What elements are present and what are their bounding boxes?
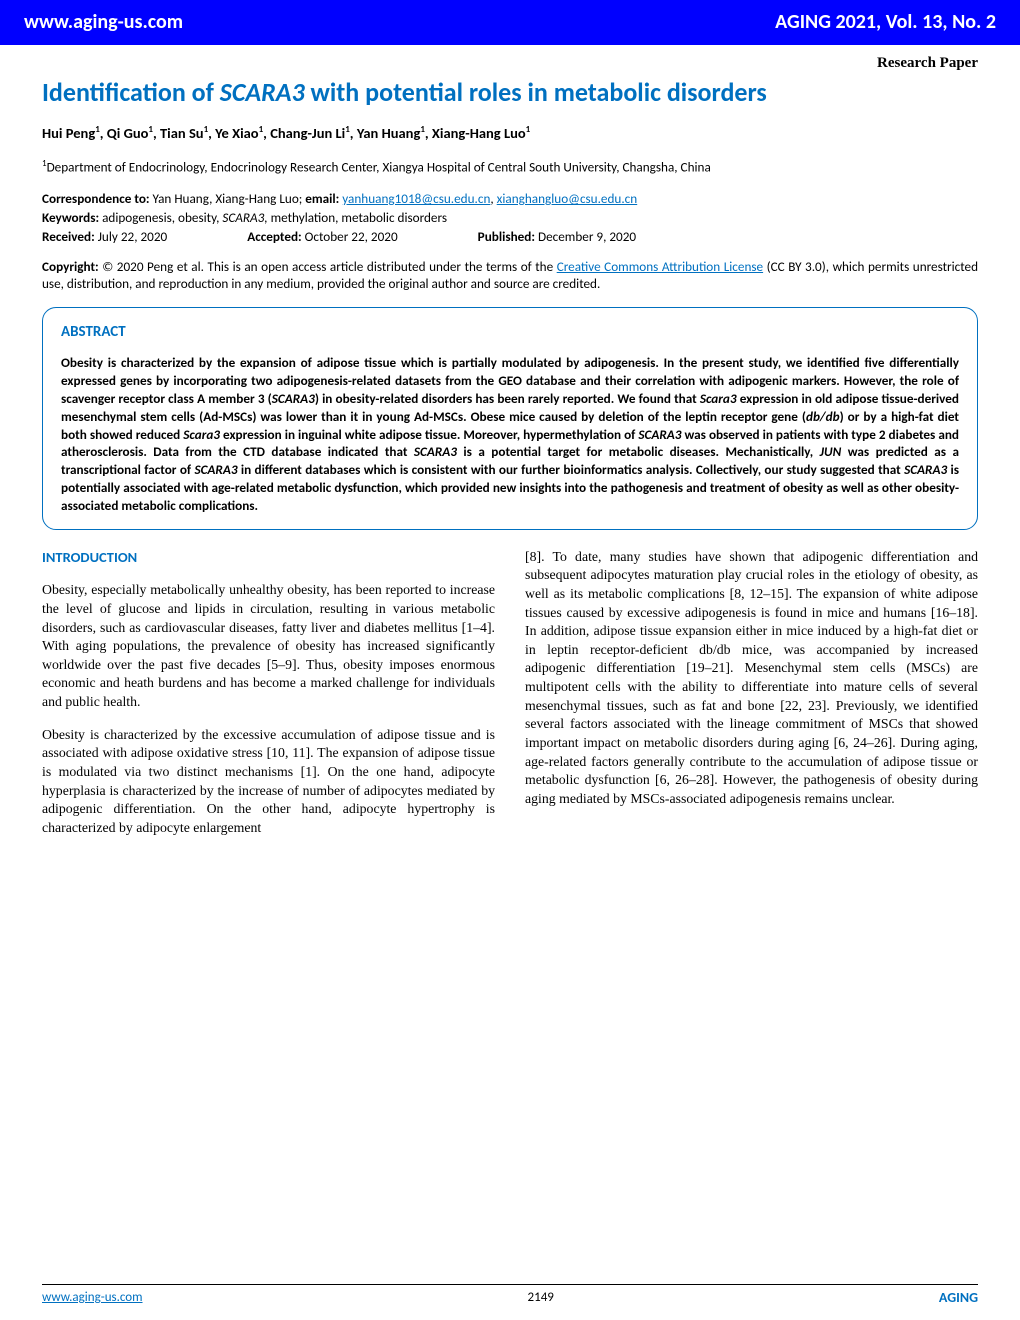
author-sup: 1 bbox=[526, 125, 531, 136]
copyright-label: Copyright: bbox=[42, 258, 99, 275]
published: Published: December 9, 2020 bbox=[478, 228, 636, 246]
affiliation: 1Department of Endocrinology, Endocrinol… bbox=[42, 158, 978, 176]
intro-left-p1: Obesity, especially metabolically unheal… bbox=[42, 581, 495, 711]
page-content: Research Paper Identification of SCARA3 … bbox=[0, 45, 1020, 851]
paper-title: Identification of SCARA3 with potential … bbox=[42, 75, 978, 110]
journal-header: www.aging-us.com AGING 2021, Vol. 13, No… bbox=[0, 0, 1020, 45]
abstract-t9: in different databases which is consiste… bbox=[238, 461, 905, 478]
author-4: , Ye Xiao bbox=[208, 124, 258, 142]
keywords-text-2: methylation, metabolic disorders bbox=[268, 209, 447, 226]
accepted: Accepted: October 22, 2020 bbox=[247, 228, 397, 246]
cc-license-link[interactable]: Creative Commons Attribution License bbox=[557, 258, 763, 275]
email-2-link[interactable]: xianghangluo@csu.edu.cn bbox=[497, 190, 638, 207]
title-part-1: Identification of bbox=[42, 76, 220, 108]
author-3: , Tian Su bbox=[153, 124, 204, 142]
author-7: , Xiang-Hang Luo bbox=[425, 124, 526, 142]
author-6: , Yan Huang bbox=[350, 124, 421, 142]
authors: Hui Peng1, Qi Guo1, Tian Su1, Ye Xiao1, … bbox=[42, 124, 978, 144]
dates-row: Received: July 22, 2020 Accepted: Octobe… bbox=[42, 228, 978, 246]
published-value: December 9, 2020 bbox=[535, 228, 636, 245]
paper-type: Research Paper bbox=[42, 53, 978, 73]
abstract-i1: SCARA3 bbox=[272, 390, 315, 407]
published-label: Published: bbox=[478, 228, 535, 245]
received-label: Received: bbox=[42, 228, 95, 245]
received-value: July 22, 2020 bbox=[95, 228, 167, 245]
correspondence-names: Yan Huang, Xiang-Hang Luo; bbox=[150, 190, 306, 207]
copyright-text-1: © 2020 Peng et al. This is an open acces… bbox=[99, 258, 557, 275]
intro-left-p2: Obesity is characterized by the excessiv… bbox=[42, 726, 495, 838]
affiliation-text: Department of Endocrinology, Endocrinolo… bbox=[47, 158, 711, 175]
correspondence-label: Correspondence to: bbox=[42, 190, 150, 207]
accepted-value: October 22, 2020 bbox=[302, 228, 398, 245]
abstract-i9: SCARA3 bbox=[904, 461, 947, 478]
left-column: INTRODUCTION Obesity, especially metabol… bbox=[42, 548, 495, 852]
accepted-label: Accepted: bbox=[247, 228, 301, 245]
abstract-heading: ABSTRACT bbox=[61, 322, 959, 342]
title-part-2: with potential roles in metabolic disord… bbox=[305, 76, 767, 108]
abstract-t7: is a potential target for metabolic dise… bbox=[457, 443, 820, 460]
author-5: , Chang-Jun Li bbox=[263, 124, 345, 142]
correspondence-row: Correspondence to: Yan Huang, Xiang-Hang… bbox=[42, 190, 978, 208]
copyright: Copyright: © 2020 Peng et al. This is an… bbox=[42, 258, 978, 294]
body-columns: INTRODUCTION Obesity, especially metabol… bbox=[42, 548, 978, 852]
page-number: 2149 bbox=[528, 1289, 554, 1308]
journal-issue: AGING 2021, Vol. 13, No. 2 bbox=[775, 9, 996, 36]
abstract-box: ABSTRACT Obesity is characterized by the… bbox=[42, 307, 978, 530]
abstract-i6: SCARA3 bbox=[414, 443, 457, 460]
author-2: , Qi Guo bbox=[100, 124, 149, 142]
abstract-i7: JUN bbox=[820, 443, 842, 460]
email-label: email: bbox=[305, 190, 339, 207]
footer-site-link[interactable]: www.aging-us.com bbox=[42, 1289, 143, 1308]
received: Received: July 22, 2020 bbox=[42, 228, 167, 246]
intro-right-p1: [8]. To date, many studies have shown th… bbox=[525, 548, 978, 809]
keywords-label: Keywords: bbox=[42, 209, 99, 226]
introduction-heading: INTRODUCTION bbox=[42, 548, 495, 568]
abstract-t2: ) in obesity-related disorders has been … bbox=[315, 390, 700, 407]
keywords-row: Keywords: adipogenesis, obesity, SCARA3,… bbox=[42, 209, 978, 227]
abstract-i2: Scara3 bbox=[700, 390, 737, 407]
abstract-t5: expression in inguinal white adipose tis… bbox=[220, 426, 638, 443]
abstract-text: Obesity is characterized by the expansio… bbox=[61, 354, 959, 514]
keywords-italic: SCARA3, bbox=[222, 209, 267, 226]
abstract-i8: SCARA3 bbox=[194, 461, 237, 478]
site-url: www.aging-us.com bbox=[24, 9, 183, 36]
abstract-i5: SCARA3 bbox=[638, 426, 681, 443]
author-1: Hui Peng bbox=[42, 124, 95, 142]
page-footer: www.aging-us.com 2149 AGING bbox=[42, 1284, 978, 1308]
footer-journal: AGING bbox=[939, 1289, 978, 1308]
right-column: [8]. To date, many studies have shown th… bbox=[525, 548, 978, 852]
email-1-link[interactable]: yanhuang1018@csu.edu.cn bbox=[342, 190, 490, 207]
abstract-i3: db/db bbox=[806, 408, 840, 425]
correspondence-block: Correspondence to: Yan Huang, Xiang-Hang… bbox=[42, 190, 978, 245]
title-italic: SCARA3 bbox=[220, 76, 305, 108]
abstract-i4: Scara3 bbox=[183, 426, 220, 443]
keywords-text-1: adipogenesis, obesity, bbox=[99, 209, 222, 226]
